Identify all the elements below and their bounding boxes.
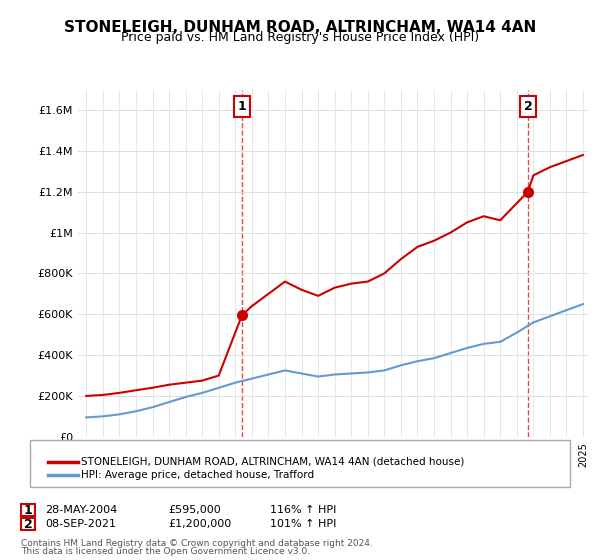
Text: 2: 2 xyxy=(24,517,32,531)
Text: HPI: Average price, detached house, Trafford: HPI: Average price, detached house, Traf… xyxy=(81,470,314,480)
Text: £1,200,000: £1,200,000 xyxy=(168,519,231,529)
Text: 08-SEP-2021: 08-SEP-2021 xyxy=(45,519,116,529)
Text: Contains HM Land Registry data © Crown copyright and database right 2024.: Contains HM Land Registry data © Crown c… xyxy=(21,539,373,548)
Text: 116% ↑ HPI: 116% ↑ HPI xyxy=(270,505,337,515)
Text: Price paid vs. HM Land Registry's House Price Index (HPI): Price paid vs. HM Land Registry's House … xyxy=(121,31,479,44)
Text: 2: 2 xyxy=(524,100,532,113)
Text: STONELEIGH, DUNHAM ROAD, ALTRINCHAM, WA14 4AN: STONELEIGH, DUNHAM ROAD, ALTRINCHAM, WA1… xyxy=(64,20,536,35)
Text: 101% ↑ HPI: 101% ↑ HPI xyxy=(270,519,337,529)
Text: STONELEIGH, DUNHAM ROAD, ALTRINCHAM, WA14 4AN (detached house): STONELEIGH, DUNHAM ROAD, ALTRINCHAM, WA1… xyxy=(81,457,464,467)
Text: 1: 1 xyxy=(24,503,32,517)
Text: £595,000: £595,000 xyxy=(168,505,221,515)
Text: This data is licensed under the Open Government Licence v3.0.: This data is licensed under the Open Gov… xyxy=(21,547,310,556)
Text: 28-MAY-2004: 28-MAY-2004 xyxy=(45,505,117,515)
Text: 1: 1 xyxy=(238,100,247,113)
